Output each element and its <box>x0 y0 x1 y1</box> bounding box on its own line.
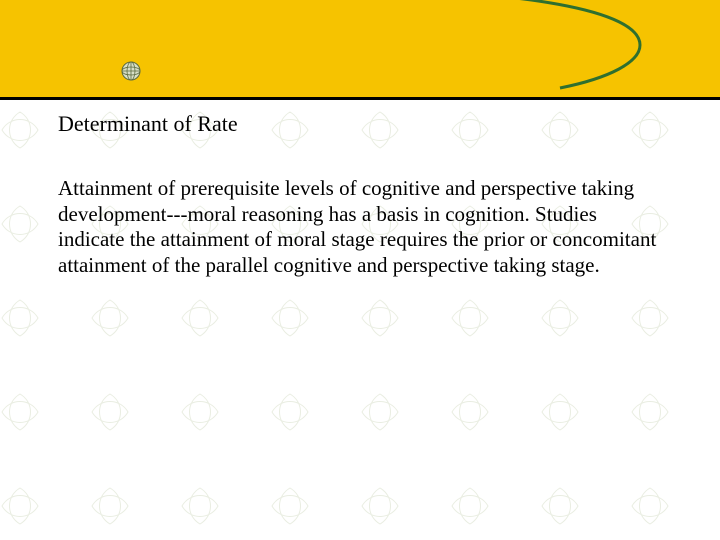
header-banner <box>0 0 720 98</box>
slide-body-text: Attainment of prerequisite levels of cog… <box>58 176 666 278</box>
header-underline <box>0 97 720 100</box>
slide-title: Determinant of Rate <box>58 111 238 137</box>
background-leaf-row <box>0 476 720 536</box>
globe-bullet-icon <box>120 60 142 82</box>
background-leaf-row <box>0 382 720 442</box>
background-leaf-row <box>0 288 720 348</box>
